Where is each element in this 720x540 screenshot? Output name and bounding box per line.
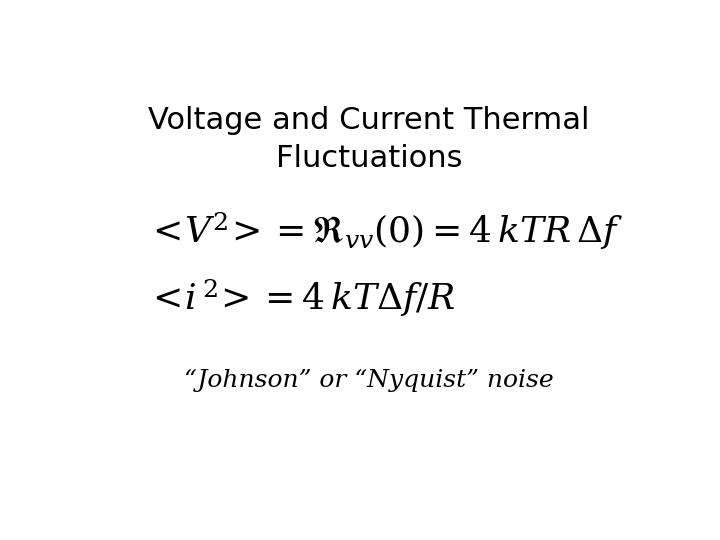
- Text: $<\!V^{2}\!> = \mathfrak{R}_{vv}(0) = 4\,kTR\,\Delta f$: $<\!V^{2}\!> = \mathfrak{R}_{vv}(0) = 4\…: [145, 210, 623, 252]
- Text: Voltage and Current Thermal: Voltage and Current Thermal: [148, 106, 590, 136]
- Text: Fluctuations: Fluctuations: [276, 144, 462, 173]
- Text: $<\!i^{\,2}\!> = 4\,kT\Delta f/R$: $<\!i^{\,2}\!> = 4\,kT\Delta f/R$: [145, 276, 456, 319]
- Text: “Johnson” or “Nyquist” noise: “Johnson” or “Nyquist” noise: [184, 369, 554, 393]
